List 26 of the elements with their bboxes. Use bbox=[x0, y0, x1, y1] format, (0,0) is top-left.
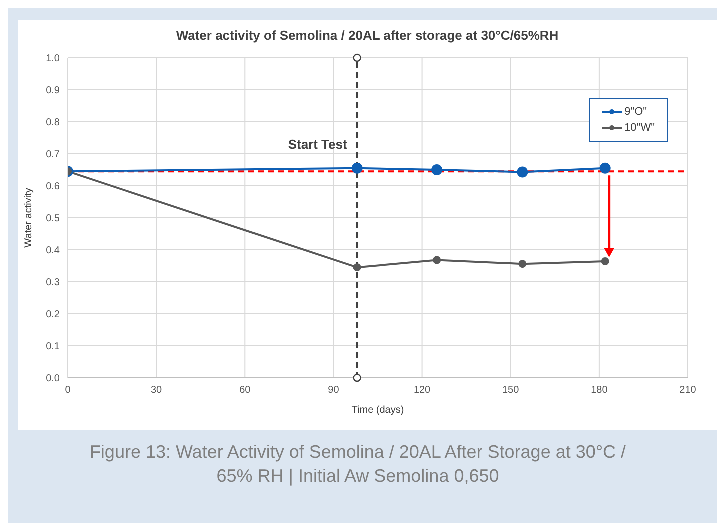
y-tick-label: 1.0 bbox=[46, 54, 60, 65]
y-tick-label: 0.4 bbox=[46, 246, 60, 257]
x-tick-label: 30 bbox=[151, 385, 163, 396]
chart-title: Water activity of Semolina / 20AL after storage at 30°C/65%RH bbox=[175, 28, 560, 43]
y-axis-title: Water activity bbox=[24, 188, 35, 248]
y-tick-label: 0.9 bbox=[46, 86, 60, 97]
legend-label: 9"O" bbox=[624, 105, 648, 120]
y-tick-label: 0.3 bbox=[46, 278, 60, 289]
ref-line-label: Start Test bbox=[288, 137, 348, 152]
y-tick-label: 0.7 bbox=[46, 150, 60, 161]
x-tick-label: 210 bbox=[680, 385, 697, 396]
y-tick-label: 0.8 bbox=[46, 118, 60, 129]
caption: Figure 13: Water Activity of Semolina / 20AL After Storage at 30°C / 65% RH | Initial Aw Semolina 0,650 bbox=[88, 441, 628, 488]
x-tick-label: 120 bbox=[414, 385, 432, 396]
y-tick-label: 0.0 bbox=[46, 374, 60, 385]
x-tick-label: 90 bbox=[328, 385, 340, 396]
y-tick-label: 0.6 bbox=[46, 182, 60, 193]
x-axis-title: Time (days) bbox=[352, 405, 404, 416]
y-tick-label: 0.1 bbox=[46, 342, 60, 353]
y-tick-label: 0.2 bbox=[46, 310, 60, 321]
x-tick-label: 150 bbox=[502, 385, 520, 396]
y-tick-label: 0.5 bbox=[46, 214, 60, 225]
x-tick-label: 180 bbox=[591, 385, 608, 396]
x-tick-label: 0 bbox=[65, 385, 72, 396]
x-tick-label: 60 bbox=[240, 385, 252, 396]
legend-label: 10"W" bbox=[624, 121, 655, 136]
